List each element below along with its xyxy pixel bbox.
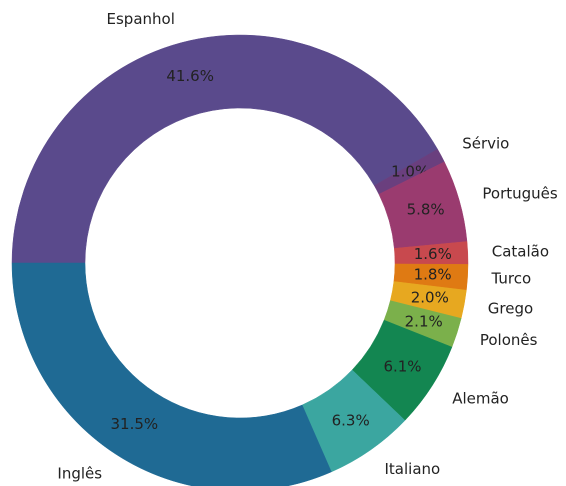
value-label: 31.5% [111,415,159,433]
value-label: 2.0% [411,289,449,307]
slice [11,34,438,264]
value-label: 1.6% [414,245,452,263]
slice-label: Italiano [385,460,441,478]
value-label: 1.8% [414,266,452,284]
slice-label: Polonês [480,331,538,349]
slice-label: Inglês [57,464,102,482]
slice-label: Grego [488,299,533,317]
slice-label: Português [482,185,558,203]
value-label: 5.8% [407,201,445,219]
slice [11,262,332,486]
slice-label: Espanhol [107,10,175,28]
value-label: 6.1% [383,358,421,376]
slice-label: Alemão [452,389,509,407]
value-label: 6.3% [332,412,370,430]
value-label: 2.1% [405,313,443,331]
slice-label: Turco [491,269,532,287]
value-label: 41.6% [166,67,214,85]
slice-label: Sérvio [462,135,509,153]
slice-label: Catalão [492,242,549,260]
